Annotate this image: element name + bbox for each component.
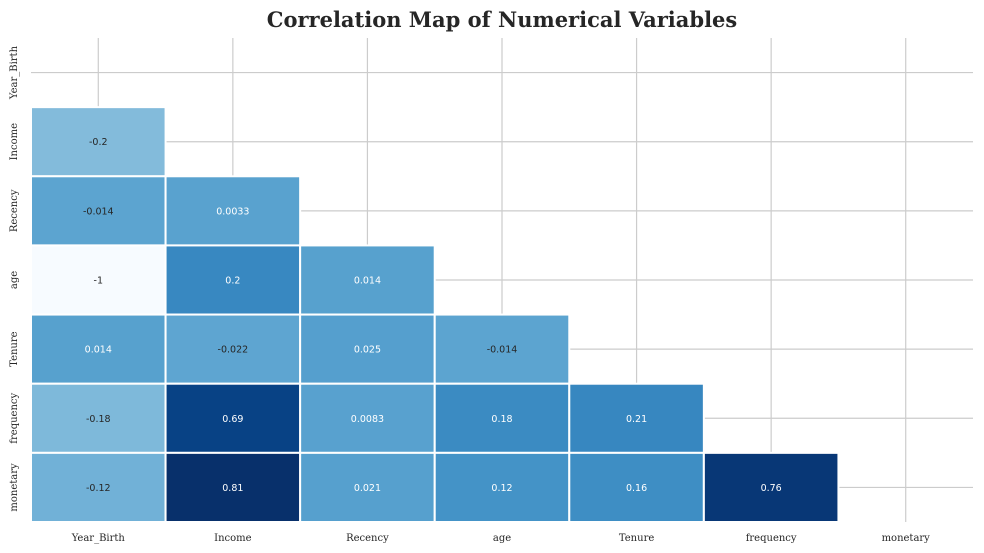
x-axis-tick-labels: Year_Birth Income Recency age Tenure frequenc… (71, 533, 931, 544)
cell-value-label: -0.014 (83, 206, 114, 217)
cell-value-label: 0.12 (491, 483, 512, 494)
cell-value-label: -0.12 (86, 483, 111, 494)
y-tick-label: frequency (9, 393, 20, 444)
x-tick-label: Year_Birth (71, 533, 126, 544)
cell-value-label: 0.0083 (351, 414, 384, 425)
heatmap-cell (164, 451, 302, 524)
heatmap-cell (299, 382, 436, 454)
heatmap-cell (30, 175, 167, 247)
cell-value-label: 0.18 (491, 414, 512, 425)
cell-value-label: 0.2 (225, 276, 240, 287)
heatmap-cell (433, 382, 571, 454)
y-tick-label: Year_Birth (9, 45, 20, 100)
heatmap-cell (433, 313, 571, 385)
heatmap-cells: -0.2 -0.014 0.0033 -1 0.2 0.014 0.014 -0.022 0.0… (30, 106, 840, 524)
cell-value-label: 0.021 (354, 483, 381, 494)
cell-value-label: 0.014 (354, 276, 381, 287)
x-tick-label: frequency (746, 533, 797, 544)
x-tick-label: Tenure (619, 533, 654, 544)
cell-value-label: 0.0033 (216, 206, 249, 217)
cell-value-label: -0.014 (487, 345, 518, 356)
x-tick-label: monetary (882, 533, 931, 544)
cell-value-label: 0.025 (354, 345, 381, 356)
y-tick-label: Tenure (9, 331, 20, 366)
cell-value-label: 0.16 (626, 483, 647, 494)
cell-value-label: 0.76 (761, 483, 782, 494)
y-axis-tick-labels: Year_Birth Income Recency age Tenure frequenc… (9, 45, 20, 511)
cell-value-label: 0.21 (626, 414, 647, 425)
heatmap-cell (30, 244, 167, 316)
cell-value-label: -0.022 (218, 345, 249, 356)
cell-value-label: 0.69 (222, 414, 243, 425)
heatmap-cell (30, 451, 167, 524)
y-tick-label: Income (9, 123, 20, 160)
heatmap-cell (30, 106, 167, 178)
cell-value-label: -1 (94, 276, 103, 287)
heatmap-cell (30, 382, 167, 454)
cell-value-label: 0.014 (85, 345, 112, 356)
y-tick-label: Recency (9, 189, 20, 232)
heatmap-cell (299, 313, 436, 385)
heatmap-cell (164, 244, 302, 316)
heatmap-cell (568, 451, 705, 524)
x-tick-label: Recency (346, 533, 389, 544)
y-tick-label: age (9, 271, 20, 289)
y-tick-label: monetary (9, 463, 20, 512)
heatmap-cell (164, 313, 302, 385)
x-tick-label: age (493, 533, 511, 544)
heatmap-cell (299, 451, 436, 524)
x-tick-label: Income (214, 533, 251, 544)
heatmap-cell (568, 382, 705, 454)
heatmap-cell (702, 451, 840, 524)
cell-value-label: -0.18 (86, 414, 111, 425)
chart-title: Correlation Map of Numerical Variables (267, 7, 738, 32)
cell-value-label: 0.81 (222, 483, 243, 494)
heatmap-cell (30, 313, 167, 385)
cell-value-label: -0.2 (89, 137, 108, 148)
